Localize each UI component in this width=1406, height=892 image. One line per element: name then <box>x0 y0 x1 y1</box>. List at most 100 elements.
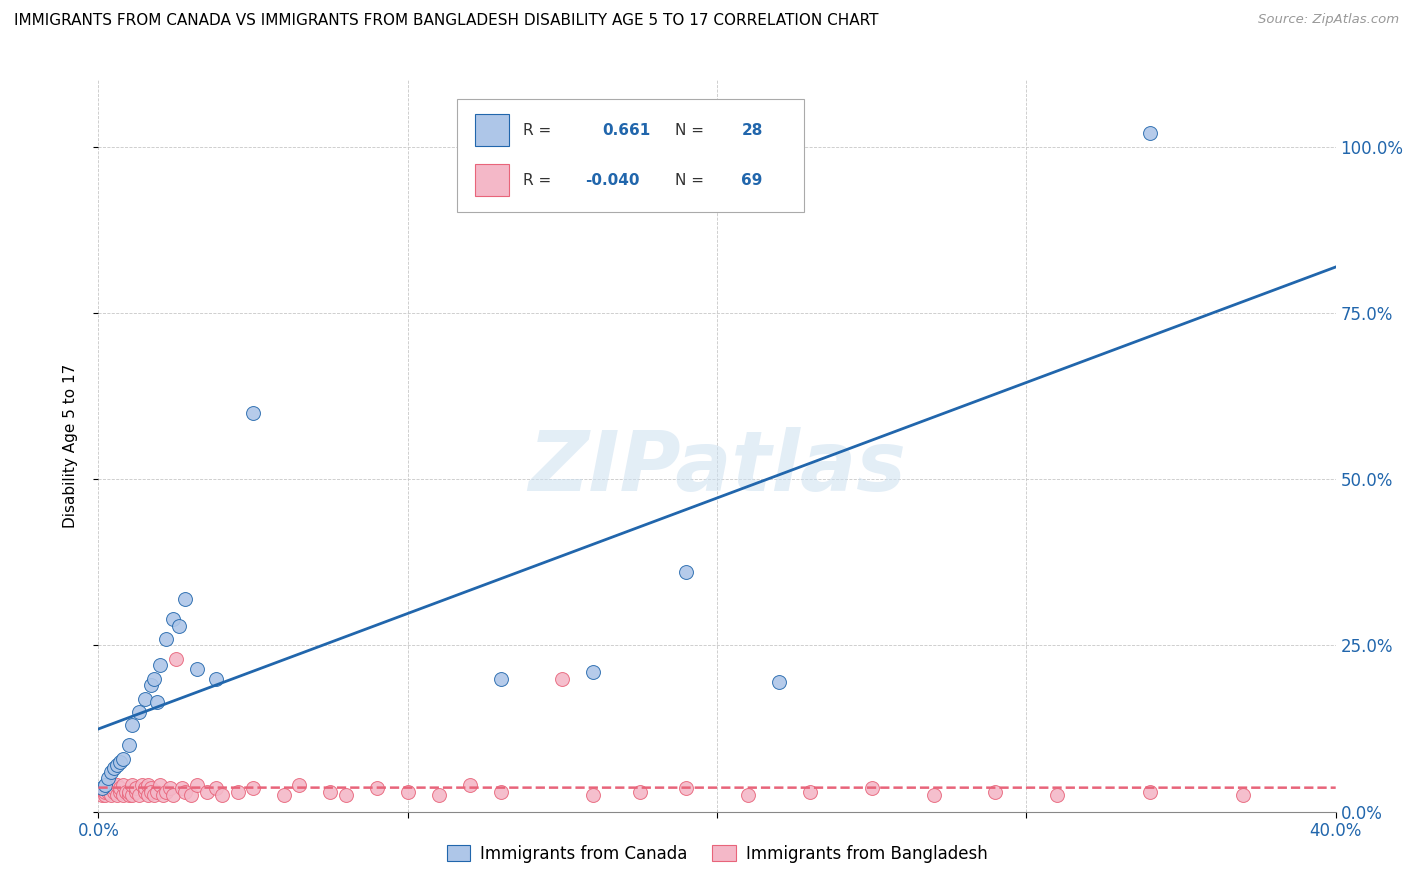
Point <box>489 785 512 799</box>
Point <box>211 788 233 802</box>
Point <box>162 788 184 802</box>
Point <box>922 788 945 802</box>
Point <box>458 778 481 792</box>
Point <box>551 672 574 686</box>
Point <box>115 785 138 799</box>
Point <box>103 785 125 799</box>
Point <box>103 781 125 796</box>
Point <box>100 764 122 779</box>
Point <box>108 781 131 796</box>
Point <box>136 778 159 792</box>
Point <box>121 718 143 732</box>
Point <box>134 691 156 706</box>
Point <box>335 788 357 802</box>
Y-axis label: Disability Age 5 to 17: Disability Age 5 to 17 <box>63 364 77 528</box>
Point <box>90 788 112 802</box>
Point <box>100 778 122 792</box>
Point <box>118 785 141 799</box>
Point <box>167 618 190 632</box>
Point <box>427 788 450 802</box>
Point <box>118 738 141 752</box>
Point <box>984 785 1007 799</box>
Point <box>108 755 131 769</box>
Point <box>93 778 115 792</box>
Legend: Immigrants from Canada, Immigrants from Bangladesh: Immigrants from Canada, Immigrants from … <box>440 838 994 869</box>
Point <box>97 785 120 799</box>
Point <box>860 781 883 796</box>
Point <box>799 785 821 799</box>
Point <box>186 662 208 676</box>
Point <box>134 785 156 799</box>
Point <box>1139 785 1161 799</box>
Point <box>105 778 128 792</box>
Point <box>103 762 125 776</box>
Point <box>139 781 162 796</box>
Point <box>124 781 146 796</box>
Point <box>139 678 162 692</box>
Point <box>143 788 166 802</box>
Point <box>90 781 112 796</box>
Point <box>97 781 120 796</box>
Text: Source: ZipAtlas.com: Source: ZipAtlas.com <box>1258 13 1399 27</box>
Point <box>128 705 150 719</box>
Point <box>1046 788 1069 802</box>
Point <box>105 788 128 802</box>
Point <box>146 695 169 709</box>
Point <box>489 672 512 686</box>
Point <box>396 785 419 799</box>
Point <box>170 781 193 796</box>
Point <box>128 788 150 802</box>
Point <box>146 785 169 799</box>
Point <box>131 778 153 792</box>
Text: ZIPatlas: ZIPatlas <box>529 427 905 508</box>
Point <box>737 788 759 802</box>
Point <box>155 632 177 646</box>
Point <box>121 778 143 792</box>
Point <box>174 591 197 606</box>
Point <box>582 788 605 802</box>
Point <box>180 788 202 802</box>
Point <box>288 778 311 792</box>
Point <box>105 758 128 772</box>
Point <box>205 672 228 686</box>
Point <box>628 785 651 799</box>
Point <box>136 788 159 802</box>
Text: IMMIGRANTS FROM CANADA VS IMMIGRANTS FROM BANGLADESH DISABILITY AGE 5 TO 17 CORR: IMMIGRANTS FROM CANADA VS IMMIGRANTS FRO… <box>14 13 879 29</box>
Point <box>319 785 342 799</box>
Point <box>1139 127 1161 141</box>
Point <box>205 781 228 796</box>
Point <box>139 785 162 799</box>
Point <box>675 781 697 796</box>
Point <box>134 781 156 796</box>
Point <box>93 788 115 802</box>
Point <box>112 778 135 792</box>
Point <box>159 781 181 796</box>
Point <box>93 785 115 799</box>
Point <box>1232 788 1254 802</box>
Point <box>149 778 172 792</box>
Point <box>143 672 166 686</box>
Point <box>152 788 174 802</box>
Point <box>582 665 605 679</box>
Point <box>162 612 184 626</box>
Point <box>174 785 197 799</box>
Point <box>100 788 122 802</box>
Point <box>108 785 131 799</box>
Point <box>226 785 249 799</box>
Point <box>112 788 135 802</box>
Point <box>675 566 697 580</box>
Point <box>186 778 208 792</box>
Point <box>366 781 388 796</box>
Point <box>155 785 177 799</box>
Point <box>242 406 264 420</box>
Point <box>768 675 790 690</box>
Point <box>165 652 187 666</box>
Point <box>149 658 172 673</box>
Point <box>97 772 120 786</box>
Point <box>195 785 218 799</box>
Point <box>242 781 264 796</box>
Point <box>112 751 135 765</box>
Point <box>273 788 295 802</box>
Point <box>121 788 143 802</box>
Point <box>124 785 146 799</box>
